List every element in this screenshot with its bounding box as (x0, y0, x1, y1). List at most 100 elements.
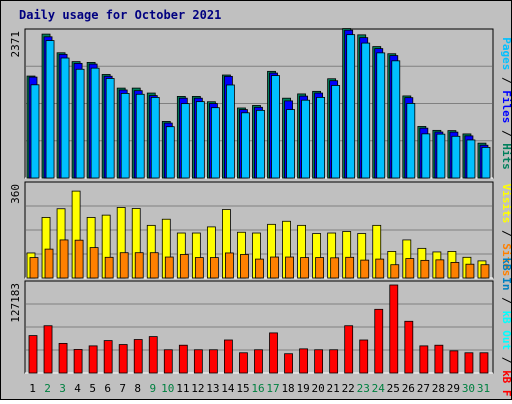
legend-part: / (500, 223, 511, 243)
bar-kb-f (193, 349, 203, 374)
bar-sites (270, 256, 279, 279)
day-label: 22 (342, 382, 355, 395)
bar-kb-f (239, 352, 248, 374)
day-label: 9 (149, 382, 156, 395)
bar-sites (255, 258, 264, 279)
bar-kb-f (28, 335, 38, 374)
bar-sites (450, 262, 460, 279)
bar-kb-f (434, 344, 444, 374)
bar-sites (300, 257, 309, 279)
bar-sites (465, 263, 475, 279)
legend-kb: kB In / kB Out / kB F (500, 257, 511, 396)
bar-kb-f (133, 339, 143, 374)
bar-sites (134, 252, 144, 279)
bar-pages (286, 109, 295, 179)
day-label: 2 (44, 382, 51, 395)
legend-part: / (500, 291, 511, 311)
bar-sites (164, 256, 174, 279)
legend-part: kB F (500, 370, 511, 397)
day-label: 25 (387, 382, 400, 395)
bar-pages (481, 147, 491, 179)
day-label: 29 (447, 382, 460, 395)
bar-sites (285, 256, 294, 279)
bar-sites (240, 254, 249, 279)
chart-title: Daily usage for October 2021 (19, 8, 221, 22)
bar-pages (195, 101, 205, 179)
bar-pages (120, 93, 130, 179)
bar-pages (256, 109, 265, 179)
day-label: 10 (161, 382, 174, 395)
bar-kb-f (269, 332, 278, 374)
y-max-label: 2371 (9, 31, 22, 58)
day-label: 4 (74, 382, 81, 395)
bar-sites (345, 256, 355, 279)
bar-pages (241, 112, 250, 179)
day-label: 1 (29, 382, 36, 395)
bar-pages (376, 52, 386, 179)
bar-kb-f (43, 325, 53, 374)
bar-kb-f (208, 349, 218, 374)
bar-sites (315, 257, 325, 279)
bar-kb-f (329, 349, 339, 374)
day-label: 13 (206, 382, 219, 395)
bar-kb-f (314, 349, 324, 374)
bar-pages (466, 139, 476, 179)
bar-pages (226, 84, 235, 179)
bar-pages (150, 97, 160, 179)
bar-kb-f (464, 352, 474, 374)
y-max-label: 127183 (9, 283, 22, 323)
bar-sites (74, 239, 84, 279)
bar-sites (480, 264, 490, 279)
bar-kb-f (284, 353, 293, 374)
day-label: 12 (191, 382, 204, 395)
legend-visits-sites: Visits / Sites (500, 184, 511, 277)
day-label: 6 (104, 382, 111, 395)
bar-pages (135, 93, 145, 179)
day-label: 21 (327, 382, 340, 395)
bar-pages (361, 42, 371, 179)
day-label: 18 (281, 382, 294, 395)
bar-sites (104, 256, 114, 279)
bar-sites (59, 239, 69, 279)
day-label: 5 (89, 382, 96, 395)
bar-sites (420, 259, 430, 279)
bar-sites (89, 247, 99, 279)
legend-part: kB Out (500, 310, 511, 350)
bar-pages (421, 133, 431, 179)
day-label: 30 (462, 382, 475, 395)
legend-part: Pages (500, 37, 511, 70)
day-label: 23 (357, 382, 370, 395)
bar-sites (119, 252, 129, 279)
bar-pages (105, 78, 115, 179)
day-label: 3 (59, 382, 66, 395)
bar-sites (360, 259, 370, 279)
legend-part: Hits (500, 143, 511, 170)
bar-pages (60, 57, 70, 179)
bar-kb-f (73, 349, 83, 374)
bar-pages (436, 133, 446, 179)
legend-part: Files (500, 90, 511, 123)
legend-part: Visits (500, 184, 511, 224)
bar-sites (435, 259, 445, 279)
bar-pages (180, 103, 190, 179)
bar-kb-f (178, 344, 188, 374)
day-label: 16 (251, 382, 264, 395)
day-label: 11 (176, 382, 189, 395)
bar-kb-f (374, 308, 384, 374)
legend-hits-files-pages: Pages / Files / Hits (500, 37, 511, 170)
day-label: 26 (402, 382, 415, 395)
bar-kb-f (404, 320, 414, 374)
bar-pages (391, 60, 401, 179)
bar-sites (194, 257, 204, 279)
bar-pages (451, 135, 461, 179)
bar-kb-f (58, 342, 68, 374)
hits-files-pages-panel: 2371 Pages / Files / Hits (9, 28, 512, 179)
legend-part: / (500, 350, 511, 370)
bar-sites (390, 264, 400, 279)
bar-pages (331, 85, 341, 179)
legend-part: kB In (500, 257, 511, 290)
bar-pages (316, 96, 326, 179)
bar-sites (149, 252, 159, 279)
